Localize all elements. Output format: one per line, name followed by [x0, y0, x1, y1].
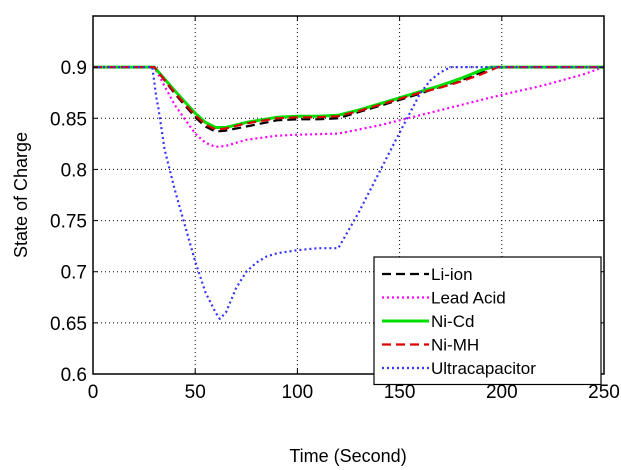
legend-label-lead-acid: Lead Acid [431, 289, 506, 308]
legend-label-li-ion: Li-ion [431, 265, 473, 284]
y-tick-label: 0.75 [50, 212, 87, 233]
x-tick-label: 100 [282, 382, 314, 403]
legend: Li-ion Lead Acid Ni-Cd Ni-MH Ultracapacitor [373, 256, 602, 386]
series-line-li-ion [93, 65, 604, 133]
series-line-ni-mh [93, 65, 604, 131]
plot-frame [92, 15, 605, 375]
y-tick-label: 0.85 [50, 109, 87, 130]
x-tick-label: 50 [185, 382, 206, 403]
y-tick-label: 0.65 [50, 314, 87, 335]
y-axis-title: State of Charge [11, 132, 31, 258]
y-tick-label: 0.7 [61, 263, 87, 284]
y-tick-label: 0.6 [61, 365, 87, 386]
legend-label-ultracapacitor: Ultracapacitor [431, 359, 536, 378]
x-tick-label: 250 [588, 382, 620, 403]
legend-label-ni-mh: Ni-MH [431, 336, 479, 355]
x-axis-title: Time (Second) [289, 446, 406, 466]
legend-label-ni-cd: Ni-Cd [431, 312, 474, 331]
x-tick-label: 200 [486, 382, 518, 403]
series-lines [93, 65, 605, 320]
x-tick-label: 0 [88, 382, 99, 403]
x-tick-label: 150 [384, 382, 416, 403]
y-tick-label: 0.9 [61, 58, 87, 79]
axis-ticks: 0 50 100 150 200 250 0.6 0.65 0.7 0.75 0.8 0.85 0.9 [50, 16, 620, 403]
y-tick-label: 0.8 [61, 160, 87, 181]
series-line-ultracapacitor [93, 65, 604, 320]
